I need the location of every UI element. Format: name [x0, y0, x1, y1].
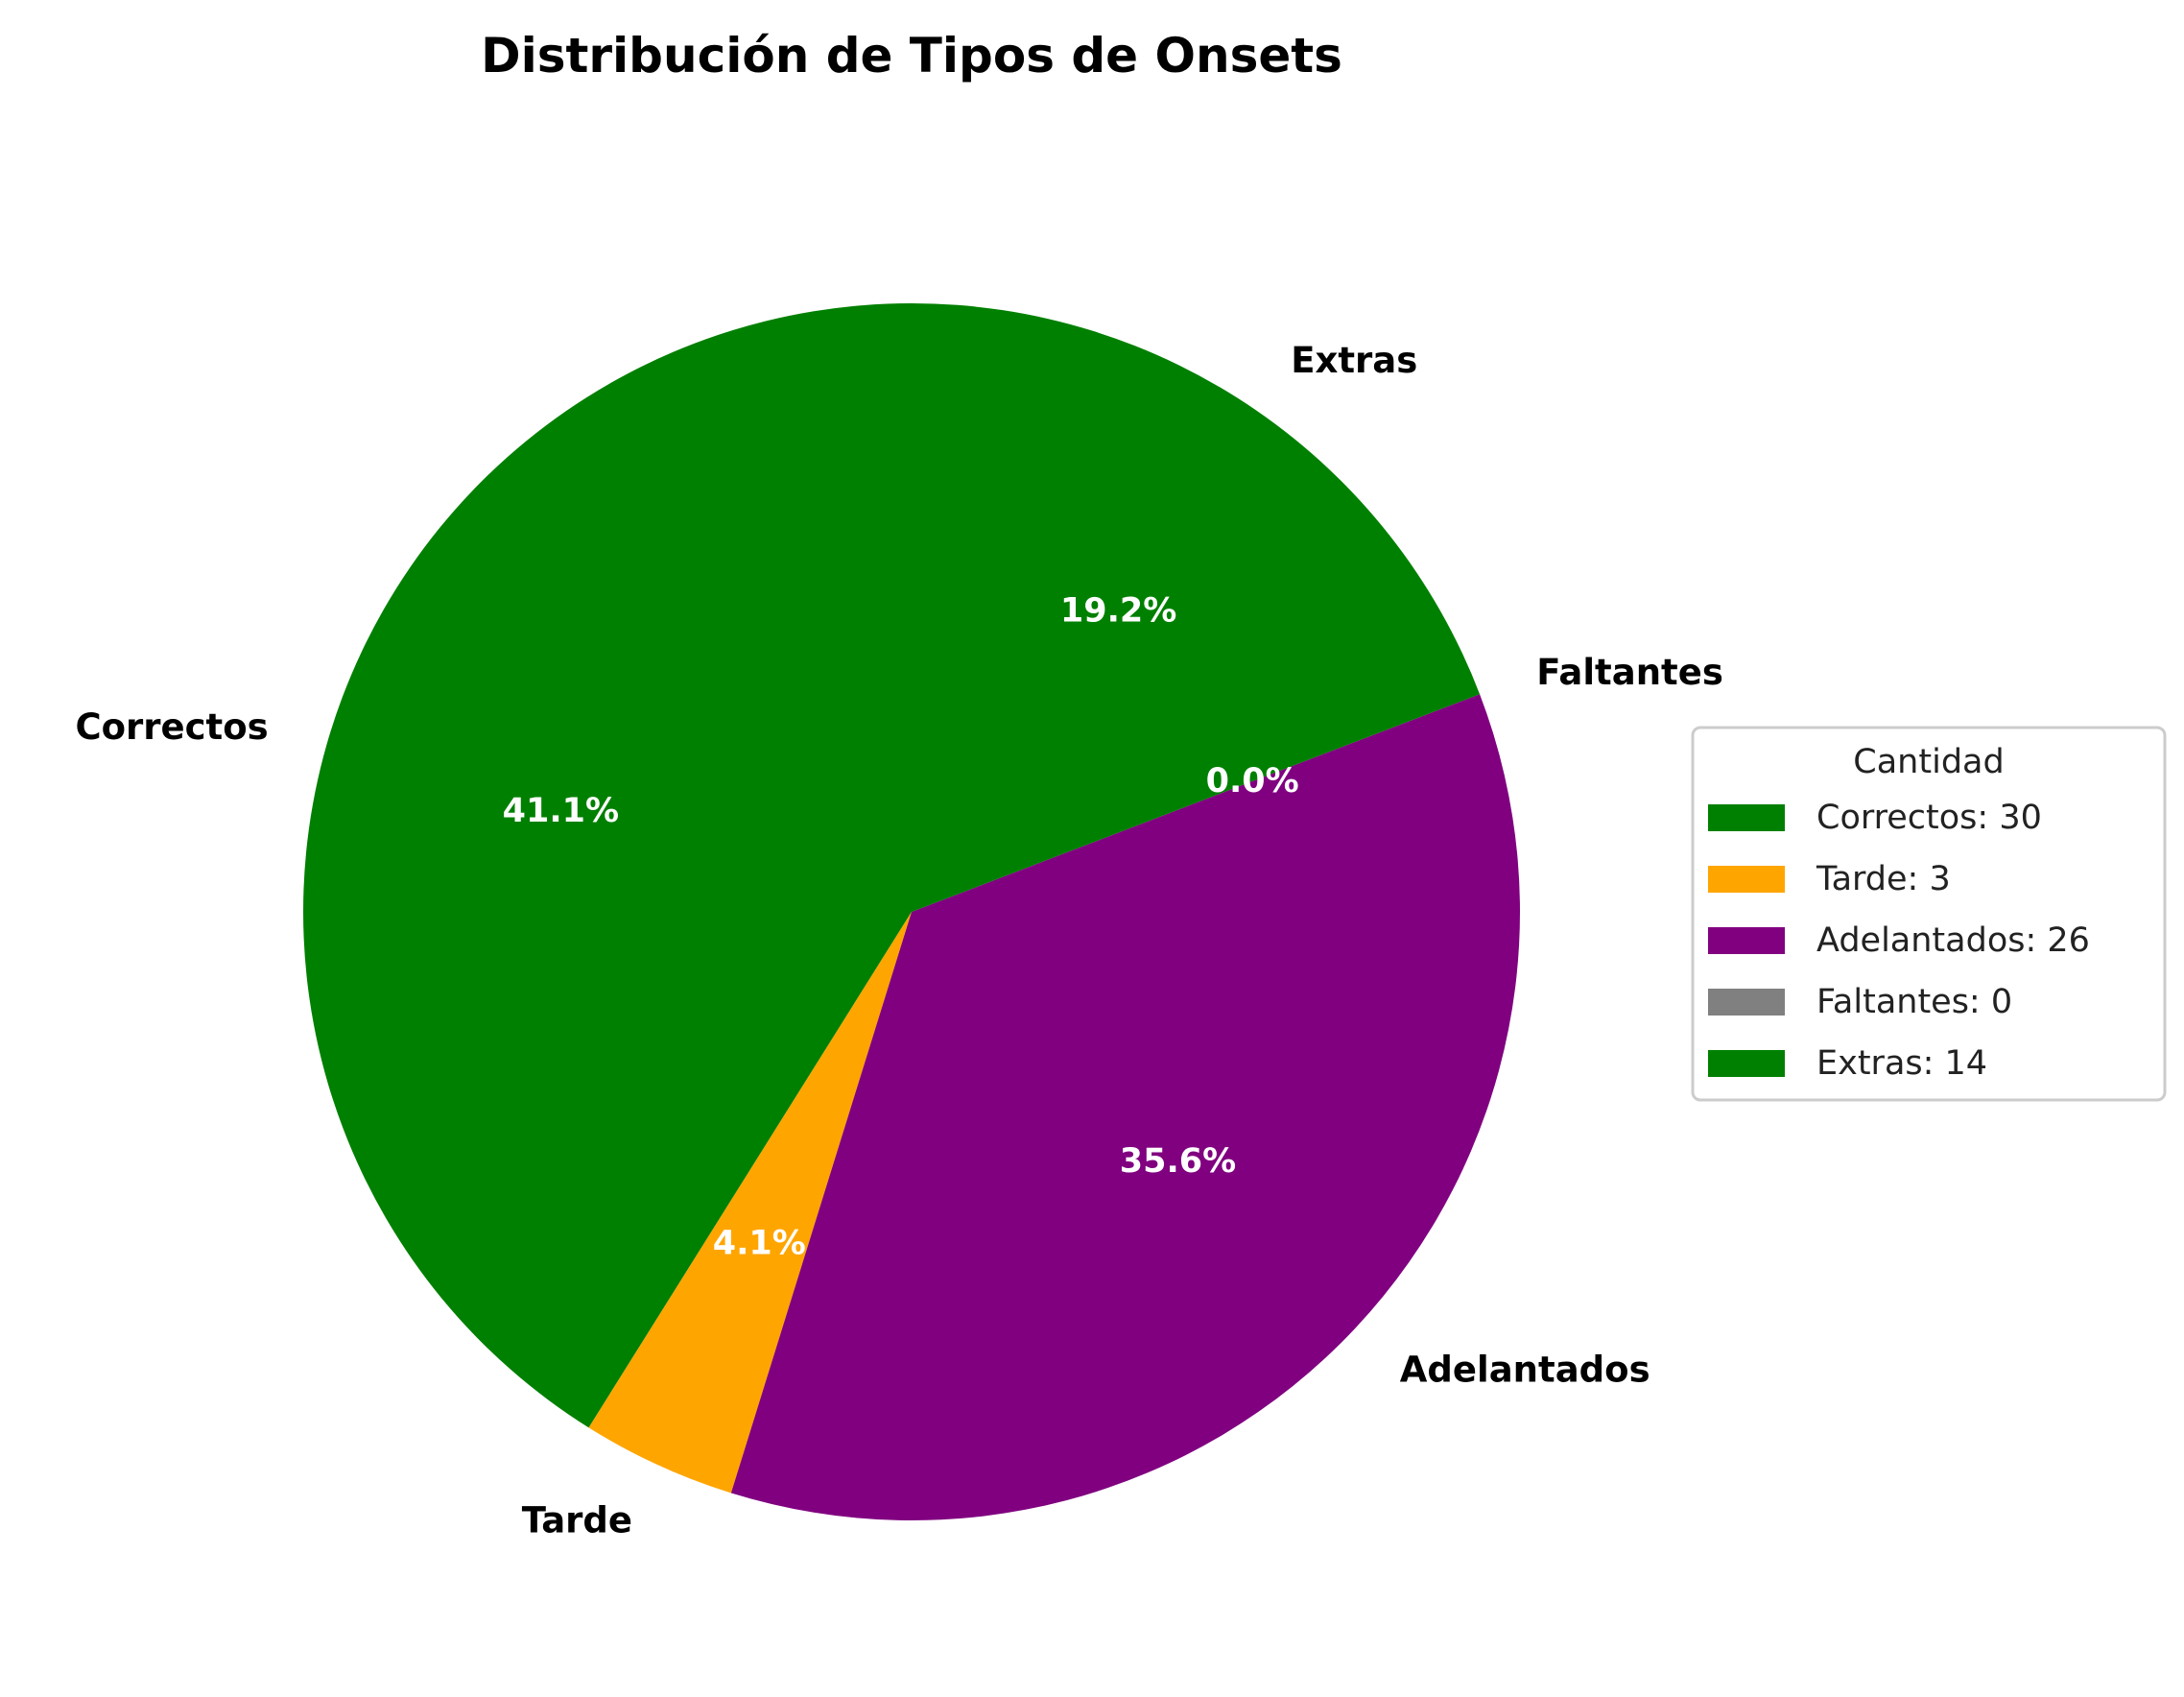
slice-label-extras: Extras — [1291, 340, 1417, 381]
slice-label-faltantes: Faltantes — [1536, 652, 1723, 693]
percent-label-correctos: 41.1% — [503, 792, 619, 830]
chart-title: Distribución de Tipos de Onsets — [481, 28, 1342, 84]
legend-swatch-faltantes — [1708, 989, 1785, 1016]
legend-entry-tarde: Tarde: 3 — [1816, 860, 1951, 898]
legend-entries: Correctos: 30 Tarde: 3 Adelantados: 26 Falt… — [1708, 799, 2090, 1083]
slice-labels: Correctos Tarde Adelantados Faltantes Extras — [75, 340, 1722, 1541]
legend-box — [1691, 726, 2167, 1102]
legend-entry-adelantados: Adelantados: 26 — [1816, 921, 2090, 960]
percent-labels: 41.1% 4.1% 35.6% 0.0% 19.2% — [503, 592, 1299, 1263]
legend-swatch-extras — [1708, 1050, 1785, 1077]
legend-swatch-tarde — [1708, 866, 1785, 893]
slice-label-correctos: Correctos — [75, 706, 268, 748]
percent-label-faltantes: 0.0% — [1206, 762, 1299, 801]
legend-swatch-correctos — [1708, 804, 1785, 831]
pie-slice-extras — [912, 303, 1481, 912]
pie-slice-correctos — [303, 303, 912, 1428]
legend-entry-correctos: Correctos: 30 — [1816, 799, 2042, 837]
slice-label-adelantados: Adelantados — [1400, 1350, 1650, 1391]
legend-swatch-adelantados — [1708, 927, 1785, 954]
slice-label-tarde: Tarde — [522, 1499, 632, 1541]
pie-slices — [303, 303, 1520, 1521]
pie-slice-tarde — [588, 912, 912, 1494]
percent-label-adelantados: 35.6% — [1120, 1142, 1236, 1181]
percent-label-extras: 19.2% — [1060, 592, 1176, 631]
percent-label-tarde: 4.1% — [713, 1225, 806, 1263]
legend-entry-extras: Extras: 14 — [1816, 1044, 1987, 1083]
legend-entry-faltantes: Faltantes: 0 — [1816, 983, 2012, 1021]
legend: Cantidad Correctos: 30 Tarde: 3 Adelantado… — [1691, 726, 2167, 1102]
legend-title: Cantidad — [1853, 743, 2004, 781]
pie-slice-adelantados — [730, 694, 1520, 1521]
